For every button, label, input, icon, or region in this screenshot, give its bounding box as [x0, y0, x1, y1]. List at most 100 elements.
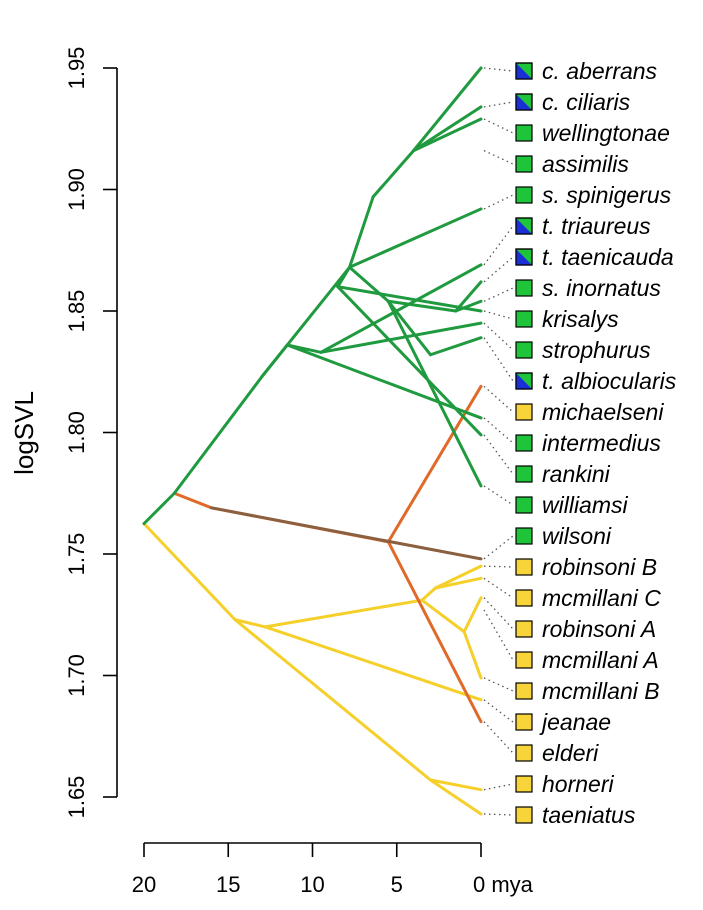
y-tick-label-1.80: 1.80 — [64, 411, 89, 454]
tip-label-t_strophurus: strophurus — [542, 337, 651, 363]
tip-label-t_michaelseni: michaelseni — [542, 399, 664, 425]
x-tick-label-5: 5 — [391, 872, 403, 897]
x-tick-label-15: 15 — [216, 872, 240, 897]
tip-marker-t_wellingtonae — [515, 124, 533, 142]
x-tick-label-20: 20 — [132, 872, 156, 897]
tip-marker-t_spinigerus — [515, 186, 533, 204]
tip-label-t_robinsoniA: robinsoni A — [542, 616, 656, 642]
leader-t_mcmillaniA — [483, 609, 514, 661]
y-tick-label-1.70: 1.70 — [64, 654, 89, 697]
branch-gB-t_intermedius — [285, 343, 483, 420]
tip-labels-layer: c. aberrans c. ciliaris wellingtonae assimi… — [539, 58, 677, 828]
branch-gN-gB — [260, 343, 289, 379]
tip-marker-border-t_ciliaris — [515, 93, 533, 111]
leader-layer — [483, 67, 514, 816]
branch-y5-t_mcmillaniB — [462, 630, 483, 680]
y-tick-label-1.85: 1.85 — [64, 290, 89, 333]
leader-t_elderi — [483, 721, 514, 754]
tip-label-t_wellingtonae: wellingtonae — [542, 120, 670, 146]
tip-marker-t_wilsoni — [515, 527, 533, 545]
leader-t_jeanae — [483, 699, 514, 723]
tip-label-t_mcmillaniB: mcmillani B — [542, 678, 660, 704]
tip-marker-t_rankini — [515, 465, 533, 483]
branch-y2-y3 — [263, 598, 424, 629]
branch-y3-y4 — [420, 586, 438, 602]
tip-label-t_taeniatus: taeniatus — [542, 802, 636, 828]
leader-t_assimilis — [483, 150, 514, 165]
y-tick-label-1.90: 1.90 — [64, 168, 89, 211]
leader-t_mcmillaniB — [483, 677, 514, 692]
x-tick-label-10: 10 — [300, 872, 324, 897]
tip-marker-t_horneri — [515, 775, 533, 793]
tip-marker-border-t_triaureus — [515, 217, 533, 235]
markers-layer — [515, 62, 533, 824]
tip-label-t_assimilis: assimilis — [542, 151, 629, 177]
branch-gB-gB2 — [285, 343, 323, 354]
branch-gA2-gA3 — [371, 149, 416, 199]
leader-t_robinsoniB — [483, 565, 514, 568]
tip-label-t_wilsoni: wilsoni — [542, 523, 612, 549]
branch-root-g1 — [142, 491, 176, 526]
leader-t_strophurus — [483, 322, 514, 351]
tip-marker-t_taeniatus — [515, 806, 533, 824]
x-tick-label-0: 0 mya — [473, 872, 534, 897]
tip-marker-t_strophurus — [515, 341, 533, 359]
tip-label-t_inornatus: s. inornatus — [542, 275, 661, 301]
tip-label-t_robinsoniB: robinsoni B — [542, 554, 657, 580]
tip-label-t_triaureus: t. triaureus — [542, 213, 651, 239]
branch-gD-gF — [386, 299, 458, 313]
branch-y3-y5 — [420, 598, 466, 634]
tip-marker-border-t_aberrans — [515, 62, 533, 80]
tip-label-t_aberrans: c. aberrans — [542, 58, 658, 84]
tip-label-t_albiocularis: t. albiocularis — [542, 368, 677, 394]
branch-gF-t_inornatus — [454, 299, 483, 313]
leader-t_albiocularis — [483, 337, 514, 382]
branch-y4-t_mcmillaniC — [434, 576, 483, 590]
tip-marker-t_mcmillaniB — [515, 682, 533, 700]
branch-gA3-t_ciliaris — [412, 105, 483, 153]
leader-t_robinsoniA — [483, 597, 514, 630]
branch-root-y1 — [142, 522, 237, 622]
leader-t_intermedius — [483, 417, 514, 444]
y-tick-label-1.65: 1.65 — [64, 776, 89, 819]
leader-t_taenicauda — [483, 256, 514, 283]
branch-gC-t_krisalys — [336, 285, 483, 313]
leader-t_wellingtonae — [483, 118, 514, 134]
tip-marker-border-t_taenicauda — [515, 248, 533, 266]
tip-marker-blue-t_albiocularis — [516, 373, 532, 389]
branch-o2-t_michaelseni — [386, 384, 483, 544]
tip-marker-t_intermedius — [515, 434, 533, 452]
y-tick-label-1.95: 1.95 — [64, 47, 89, 90]
branch-g1-gN — [172, 375, 264, 495]
edges-layer — [142, 66, 483, 816]
branch-gC-t_rankini — [336, 285, 483, 437]
branch-g1-o1 — [172, 491, 213, 510]
branch-gD-gE — [386, 299, 432, 357]
tip-label-t_krisalys: krisalys — [542, 306, 619, 332]
leader-t_aberrans — [483, 67, 514, 72]
branch-gA3-t_aberrans — [412, 66, 483, 153]
branch-y6-t_taeniatus — [428, 778, 483, 816]
x-axis: 20 15 10 5 0 mya — [132, 842, 534, 897]
branch-y2-t_jeanae — [263, 625, 483, 702]
branch-gB2-t_triaureus — [319, 263, 483, 354]
branch-y1-y2 — [233, 618, 267, 629]
tip-label-t_ciliaris: c. ciliaris — [542, 89, 631, 115]
tip-label-t_taenicauda: t. taenicauda — [542, 244, 674, 270]
tip-marker-blue-t_triaureus — [516, 218, 532, 234]
tip-label-t_spinigerus: s. spinigerus — [542, 182, 672, 208]
leader-t_horneri — [483, 783, 514, 791]
y-tick-label-1.75: 1.75 — [64, 533, 89, 576]
branch-y6-t_horneri — [428, 778, 483, 792]
branch-gA-gA2 — [348, 195, 375, 269]
leader-t_triaureus — [483, 225, 514, 266]
leader-t_inornatus — [483, 287, 514, 302]
branch-y1-y6 — [233, 618, 432, 782]
tip-marker-t_mcmillaniA — [515, 651, 533, 669]
tip-label-t_jeanae: jeanae — [539, 709, 611, 735]
leader-t_taeniatus — [483, 813, 514, 816]
x-ticks: 20 15 10 5 0 mya — [132, 843, 534, 897]
tip-marker-blue-t_ciliaris — [516, 94, 532, 110]
leader-t_ciliaris — [483, 101, 514, 108]
tip-marker-border-t_albiocularis — [515, 372, 533, 390]
